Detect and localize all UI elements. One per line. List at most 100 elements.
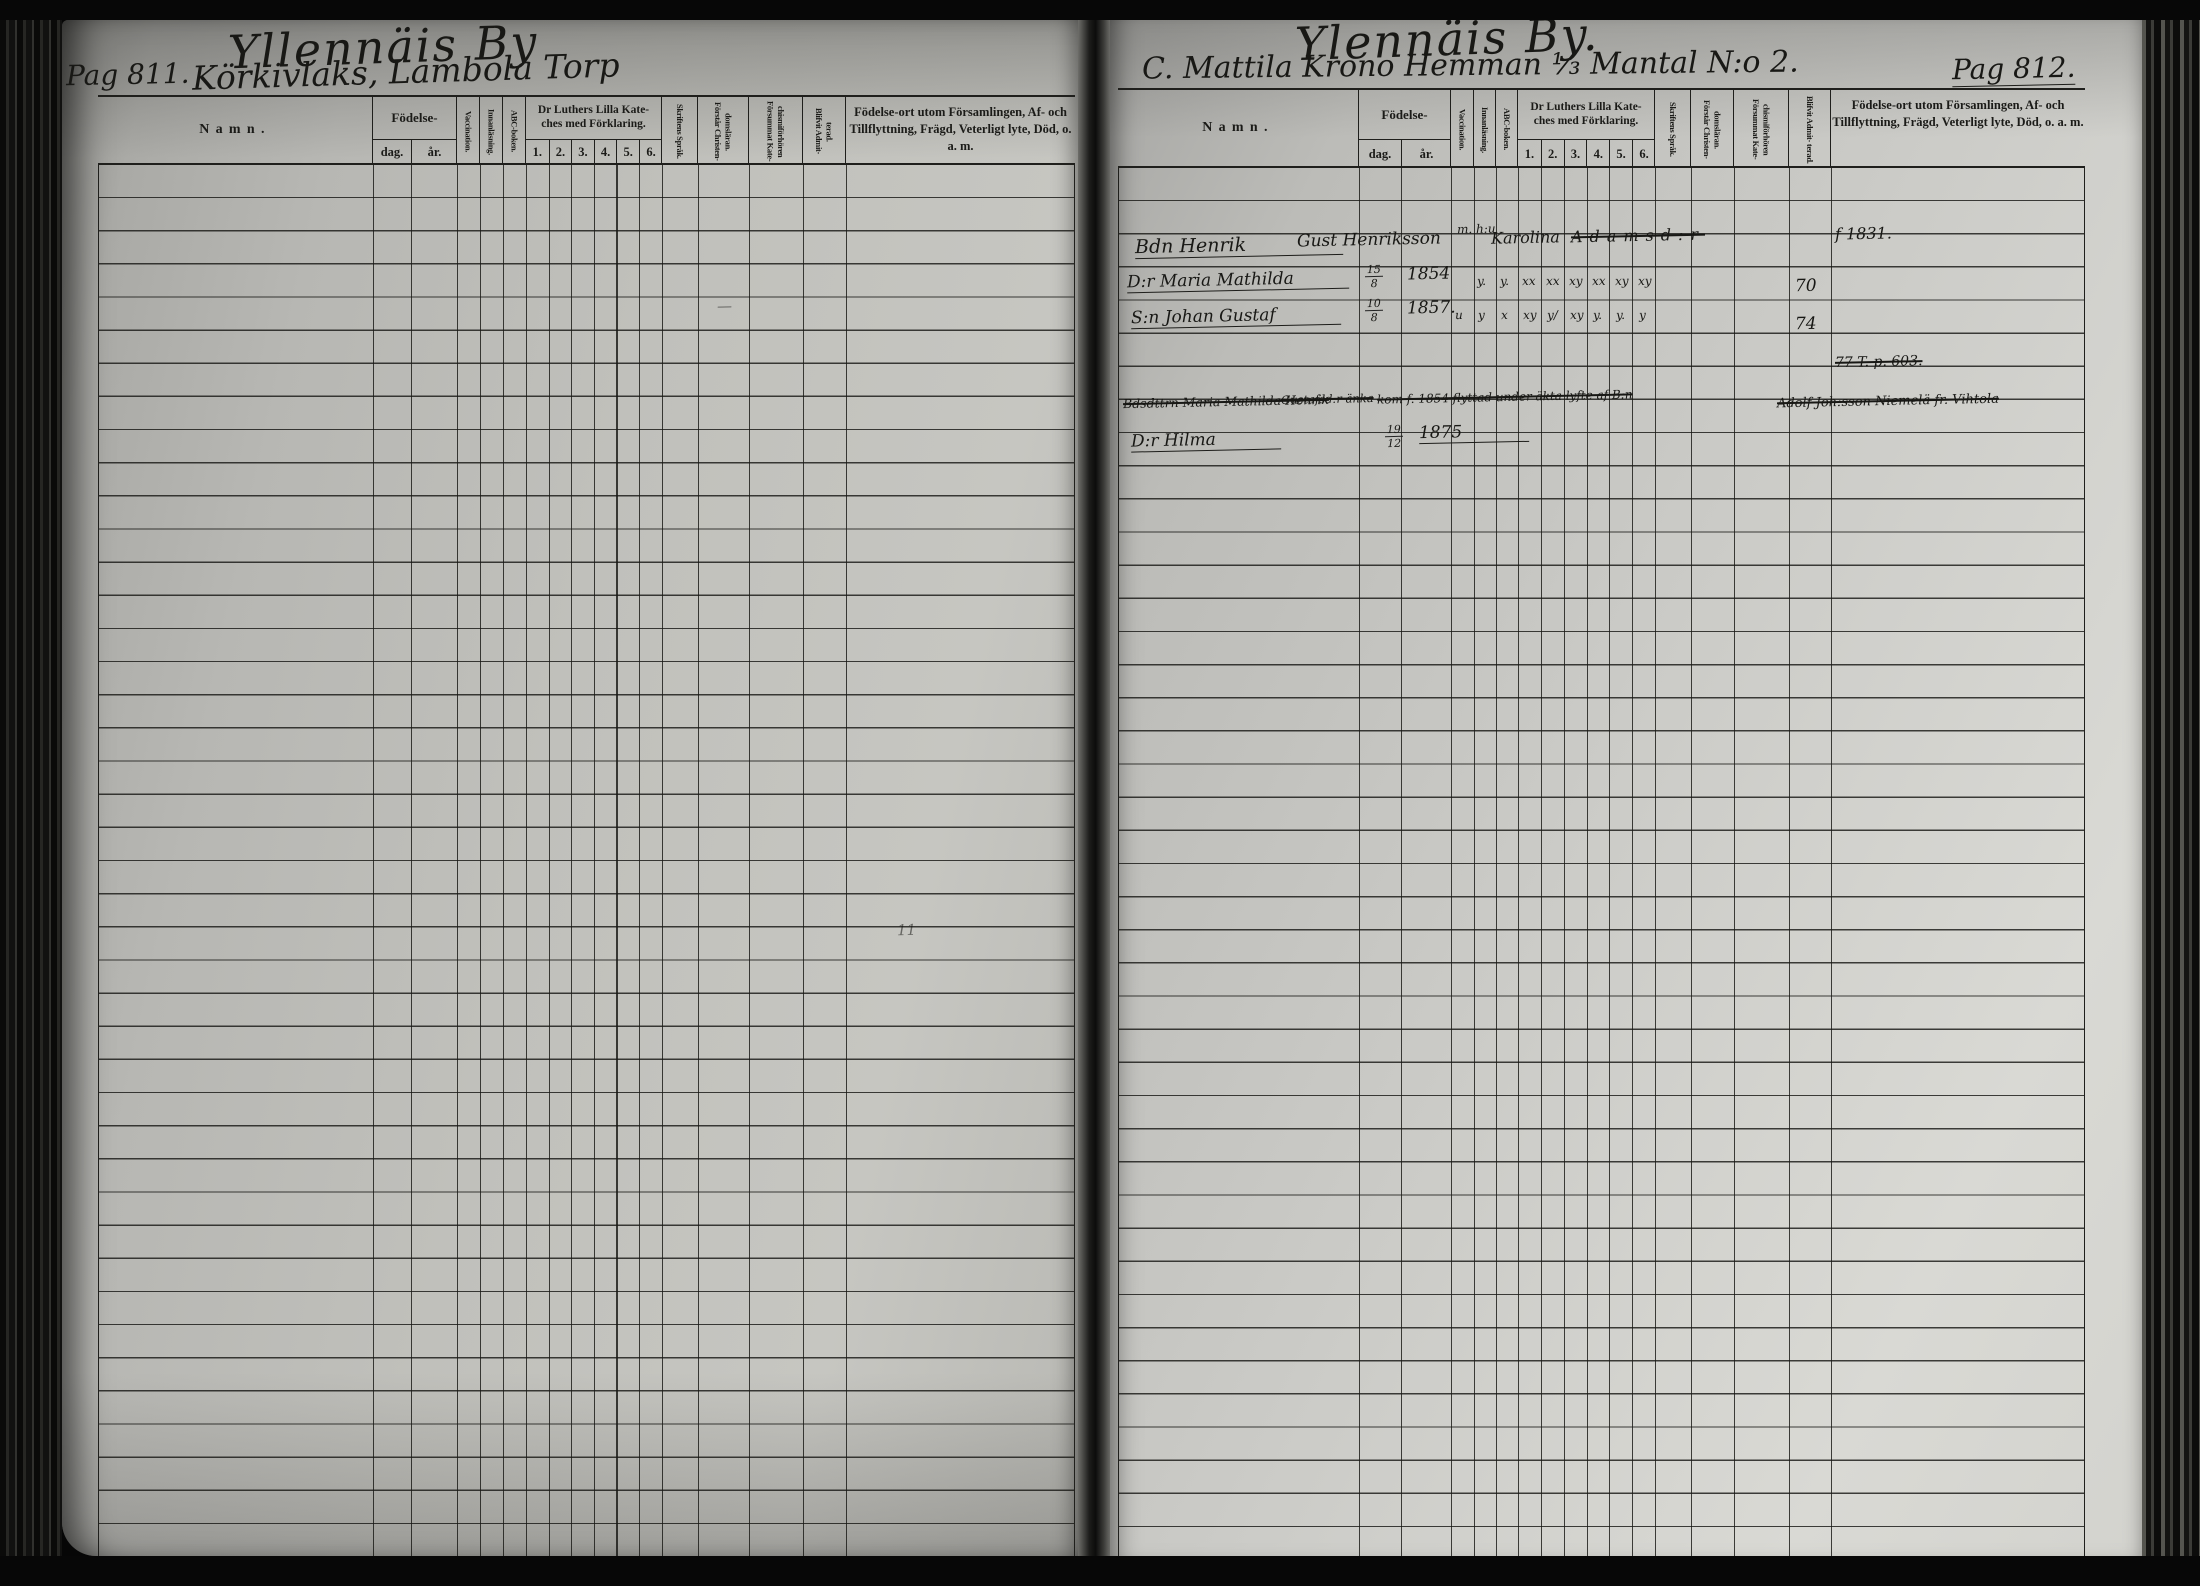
column-rule — [1518, 168, 1520, 1560]
col-namn: Namn. — [98, 97, 372, 163]
kateches-sub-4: 4. — [593, 140, 617, 163]
right-holding-title: C. Mattila Krono Hemman ⅓ Mantal N:o 2. — [1141, 44, 1799, 87]
col-kateches-label: Dr Luthers Lilla Kate- ches med Förklari… — [526, 97, 661, 140]
book-binding — [0, 0, 62, 1586]
kateches-sub-2: 2. — [1540, 140, 1564, 166]
kateches-sub-6: 6. — [1632, 140, 1654, 166]
col-skriftens-label: Skriftens Språk. — [674, 104, 685, 159]
col-ar-label: år. — [411, 140, 456, 163]
entry1-struck-note: Adamsd:r — [1570, 224, 1706, 247]
column-rule — [571, 165, 573, 1557]
col-fodelse-label: Födelse- — [1359, 90, 1450, 140]
column-rule — [1789, 168, 1791, 1560]
col-innanlasning: Innanläsning. — [1473, 90, 1495, 166]
col-remarks-label: Födelse-ort utom Församlingen, Af- och T… — [1832, 98, 2084, 129]
column-rule — [749, 165, 751, 1557]
column-rule — [503, 165, 505, 1557]
entry5-note: kom f. 1854 flyttad under äkta lyfte af … — [1376, 387, 1633, 407]
entry2-mark: y. — [1499, 273, 1510, 289]
col-forsummat-label: Försummat Kate- chismiförhören — [765, 101, 787, 162]
book-page-edges — [2142, 10, 2200, 1576]
entry2-birth-year: 1854 — [1406, 263, 1451, 285]
col-remarks: Födelse-ort utom Församlingen, Af- och T… — [845, 97, 1075, 163]
left-table-header: Namn. Födelse- dag. år. Vaccination. Inn… — [98, 95, 1075, 165]
col-blifvit-label: Blifvit Admit- terad. — [1804, 95, 1815, 164]
photo-frame-bottom — [0, 1556, 2200, 1586]
col-fodelse-label: Födelse- — [373, 97, 456, 140]
entry1-wife: Karolina — [1490, 227, 1561, 248]
entry2-birth-day: 15 8 — [1364, 263, 1384, 290]
kateches-sub-6: 6. — [639, 140, 661, 163]
kateches-sub-1: 1. — [532, 145, 542, 159]
entry2-mark: xx — [1591, 273, 1606, 289]
entry6-name: D:r Hilma — [1130, 428, 1282, 453]
entry2-mark: xy — [1568, 273, 1583, 289]
col-namn-label: Namn. — [199, 122, 271, 137]
col-kateches-label: Dr Luthers Lilla Kate- ches med Förklari… — [1518, 90, 1654, 140]
entry2-mark: xy — [1637, 273, 1652, 289]
col-namn: Namn. — [1118, 90, 1358, 166]
column-rule — [1691, 168, 1693, 1560]
column-rule — [1451, 168, 1453, 1560]
photo-frame-top — [0, 0, 2200, 20]
page-gutter — [1078, 14, 1110, 1560]
col-innanlasning: Innanläsning. — [479, 97, 502, 163]
column-rule — [526, 165, 528, 1557]
col-vaccination-label: Vaccination. — [1457, 108, 1468, 151]
column-rule — [1609, 168, 1611, 1560]
entry3-mark: y/ — [1546, 307, 1558, 323]
col-ar-label: år. — [1401, 140, 1450, 166]
column-rule — [803, 165, 805, 1557]
entry3-name: S:n Johan Gustaf — [1130, 303, 1342, 330]
column-rule — [1563, 168, 1565, 1560]
column-rule — [1359, 168, 1361, 1560]
col-remarks-label: Födelse-ort utom Församlingen, Af- och T… — [849, 105, 1072, 153]
right-table-body: Bdn Henrik Gust Henriksson m. h:u Karoli… — [1118, 168, 2085, 1560]
entry2-mark: xx — [1545, 273, 1560, 289]
col-vaccination-label: Vaccination. — [463, 110, 474, 153]
column-rule — [846, 165, 848, 1557]
col-forstar-label: Förstår Christen- domsläran. — [1702, 100, 1723, 159]
column-rule — [1540, 168, 1542, 1560]
entry2-mark: y. — [1476, 273, 1487, 289]
entry3-admitted: 74 — [1794, 313, 1817, 335]
column-rule — [480, 165, 482, 1557]
column-rule — [1474, 168, 1476, 1560]
col-vaccination: Vaccination. — [456, 97, 479, 163]
entry3-mark: x — [1500, 307, 1508, 323]
column-rule — [457, 165, 459, 1557]
col-abc-label: ABC-boken. — [509, 110, 520, 153]
col-kateches: Dr Luthers Lilla Kate- ches med Förklari… — [1517, 90, 1654, 166]
column-rule — [1734, 168, 1736, 1560]
column-rule — [1831, 168, 1833, 1560]
col-kateches: Dr Luthers Lilla Kate- ches med Förklari… — [525, 97, 661, 163]
col-remarks: Födelse-ort utom Församlingen, Af- och T… — [1830, 90, 2085, 166]
kateches-sub-4: 4. — [1586, 140, 1609, 166]
col-skriftens: Skriftens Språk. — [661, 97, 697, 163]
stray-note-mark: 11 — [896, 920, 917, 940]
column-rule — [616, 165, 618, 1557]
entry3-mark: y — [1477, 307, 1485, 323]
col-blifvit: Blifvit Admit- terad. — [802, 97, 845, 163]
right-table-header: Namn. Födelse- dag. år. Vaccination. Inn… — [1118, 88, 2085, 168]
entry1-remark: f 1831. — [1834, 223, 1893, 244]
column-rule — [1401, 168, 1403, 1560]
entry1-patronym: Gust Henriksson — [1296, 228, 1442, 252]
kateches-sub-5: 5. — [616, 140, 639, 163]
kateches-sub-1: 1. — [1524, 146, 1535, 161]
right-page-number: Pag 812. — [1951, 50, 2076, 88]
entry2-admitted: 70 — [1794, 275, 1817, 297]
column-rule — [698, 165, 700, 1557]
entry3-mark: u — [1454, 307, 1463, 323]
kateches-sub-2: 2. — [548, 140, 572, 163]
col-innanlasning-label: Innanläsning. — [1479, 106, 1490, 153]
column-rule — [593, 165, 595, 1557]
col-forstar: Förstår Christen- domsläran. — [697, 97, 748, 163]
kateches-sub-5: 5. — [1609, 140, 1632, 166]
entry3-mark: xy — [1522, 307, 1537, 323]
col-forstar: Förstår Christen- domsläran. — [1690, 90, 1733, 166]
left-table-body: — 11 — [98, 165, 1075, 1557]
col-vaccination: Vaccination. — [1450, 90, 1473, 166]
entry5-remark: Adolf Joh:sson Niemelä fr. Vihtola — [1776, 391, 2000, 412]
column-rule — [373, 165, 375, 1557]
